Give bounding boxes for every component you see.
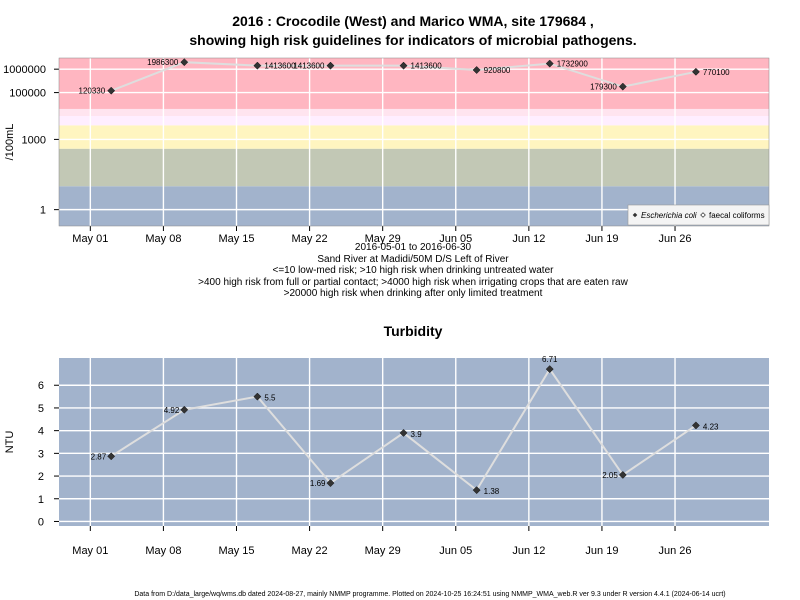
x-tick-label: Jun 12	[512, 545, 545, 557]
y-tick-label: 1000	[22, 134, 46, 146]
turbidity-point	[691, 421, 700, 430]
bacteria-chart: May 01 May 08 May 15 May 22 May 29 Jun 05 Jun …	[3, 57, 770, 245]
ecoli-point	[180, 58, 189, 67]
description-guideline-2: >400 high risk from full or partial cont…	[198, 277, 628, 288]
ecoli-point	[472, 66, 481, 74]
ecoli-point	[253, 61, 262, 70]
x-tick-label: Jun 12	[512, 233, 545, 245]
ecoli-data-label: 1413600	[264, 62, 296, 71]
risk-band-3	[59, 115, 769, 126]
turbidity-point	[472, 486, 481, 495]
x-tick-label: May 15	[218, 545, 254, 557]
figure-title-line-1: 2016 : Crocodile (West) and Marico WMA, …	[232, 13, 594, 29]
legend-faecal-marker	[700, 212, 706, 218]
ecoli-data-label: 179300	[590, 83, 617, 92]
y-tick-label: 6	[38, 380, 44, 392]
ecoli-point	[618, 82, 627, 91]
ecoli-point	[691, 67, 700, 76]
y-tick-label: 1000000	[3, 64, 46, 76]
x-tick-label: Jun 19	[585, 545, 618, 557]
plot-frame	[58, 57, 770, 227]
y-axis-label: NTU	[4, 431, 16, 454]
legend-ecoli-label: Escherichia coli	[641, 211, 697, 220]
figure-footer: Data from D:/data_large/wq/wms.db dated …	[134, 591, 725, 598]
turbidity-point	[618, 470, 627, 479]
turbidity-title: Turbidity	[384, 323, 443, 339]
turbidity-point	[545, 365, 554, 374]
x-tick-label: May 29	[365, 545, 401, 557]
x-tick-label: May 22	[292, 545, 328, 557]
risk-band-4	[59, 108, 769, 116]
x-tick-label: May 15	[218, 233, 254, 245]
chart-description: 2016-05-01 to 2016-06-30 Sand River at M…	[198, 242, 628, 299]
y-tick-label: 1	[40, 205, 46, 217]
turbidity-data-label: 2.05	[602, 471, 618, 480]
x-tick-label: May 22	[292, 233, 328, 245]
turbidity-data-label: 1.69	[310, 479, 326, 488]
x-tick-label: Jun 26	[659, 233, 692, 245]
ecoli-data-label: 120330	[79, 87, 106, 96]
legend-ecoli-marker	[632, 212, 638, 218]
description-guideline-1: <=10 low-med risk; >10 high risk when dr…	[273, 265, 555, 276]
x-tick-label: May 08	[145, 233, 181, 245]
x-tick-label: May 29	[365, 233, 401, 245]
legend-box	[627, 204, 770, 226]
turbidity-point	[107, 452, 116, 461]
x-tick-label: Jun 19	[585, 233, 618, 245]
turbidity-point	[326, 479, 335, 488]
figure-title-line-2: showing high risk guidelines for indicat…	[189, 32, 636, 48]
ecoli-data-label: 770100	[703, 68, 730, 77]
x-tick-label: Jun 26	[659, 545, 692, 557]
x-tick-label: Jun 05	[439, 233, 472, 245]
x-tick-label: May 01	[72, 233, 108, 245]
risk-band-2	[59, 125, 769, 149]
ecoli-data-label: 1413600	[411, 62, 443, 71]
description-site: Sand River at Madidi/50M D/S Left of Riv…	[317, 254, 509, 265]
x-tick-label: May 08	[145, 545, 181, 557]
risk-band-1	[59, 148, 769, 187]
ecoli-point	[399, 61, 408, 70]
ecoli-point	[326, 61, 335, 70]
ecoli-data-label: 1732900	[557, 60, 589, 69]
x-tick-label: Jun 05	[439, 545, 472, 557]
turbidity-data-label: 5.5	[264, 394, 276, 403]
turbidity-point	[399, 428, 408, 437]
ecoli-data-label: 1413600	[293, 62, 325, 71]
y-tick-label: 3	[38, 448, 44, 460]
turbidity-data-label: 3.9	[411, 430, 423, 439]
turbidity-data-label: 2.87	[91, 452, 107, 461]
y-tick-label: 1	[38, 494, 44, 506]
y-tick-label: 2	[38, 471, 44, 483]
y-tick-label: 5	[38, 403, 44, 415]
x-tick-label: May 01	[72, 545, 108, 557]
y-tick-label: 0	[38, 516, 44, 528]
description-date-range: 2016-05-01 to 2016-06-30	[355, 242, 472, 253]
turbidity-data-label: 4.92	[164, 406, 180, 415]
ecoli-data-label: 1986300	[147, 58, 179, 67]
ecoli-data-label: 920800	[484, 66, 511, 75]
description-guideline-3: >20000 high risk when drinking after onl…	[284, 288, 543, 299]
turbidity-chart: May 01 May 08 May 15 May 22 May 29 Jun 05 Jun …	[4, 355, 769, 557]
turbidity-data-label: 4.23	[703, 422, 719, 431]
y-tick-label: 100000	[9, 88, 46, 100]
turbidity-point	[180, 405, 189, 414]
ecoli-point	[107, 86, 116, 95]
y-tick-label: 4	[38, 426, 44, 438]
turbidity-data-label: 6.71	[542, 355, 558, 364]
y-axis-label: /100mL	[4, 124, 16, 161]
turbidity-point	[253, 392, 262, 401]
ecoli-point	[545, 59, 554, 68]
turbidity-data-label: 1.38	[484, 487, 500, 496]
legend-faecal-label: faecal coliforms	[709, 211, 765, 220]
